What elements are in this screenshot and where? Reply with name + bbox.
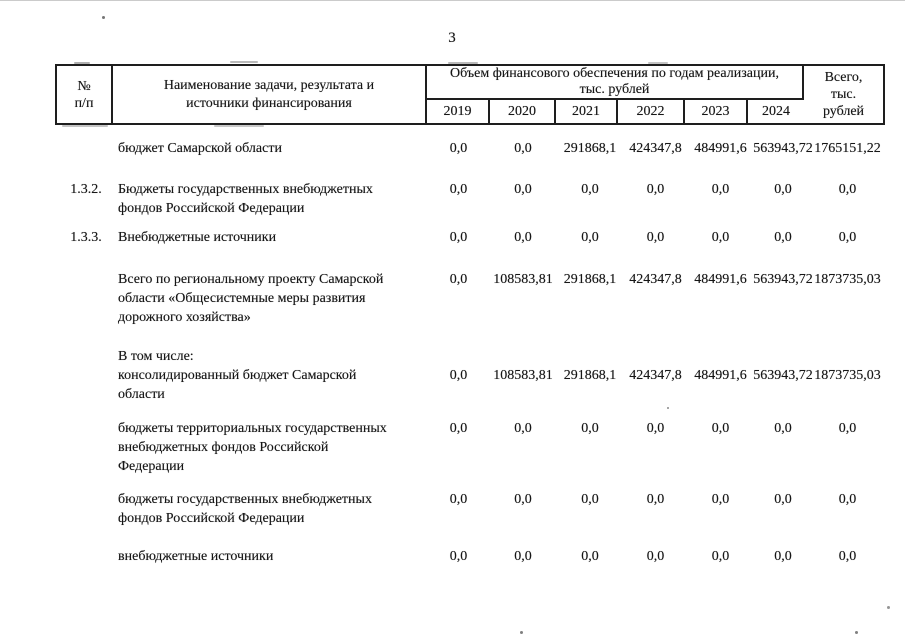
value-2024: 0,0: [774, 492, 792, 507]
scan-speck: [667, 407, 669, 409]
row-number: 1.3.2.: [70, 182, 102, 197]
value-2022: 0,0: [646, 182, 665, 197]
value-2024: 0,0: [774, 182, 792, 197]
row-name: бюджеты государственных внебюджетных фон…: [118, 492, 372, 526]
value-2020: 0,0: [514, 141, 532, 156]
value-2022: 424347,8: [629, 141, 682, 156]
value-2023: 0,0: [711, 182, 730, 197]
row-name: бюджет Самарской области: [118, 141, 282, 156]
row-name: внебюджетные источники: [118, 549, 274, 564]
value-2021: 291868,1: [563, 368, 617, 383]
value-2023: 484991,6: [694, 368, 747, 383]
value-2021: 291868,1: [563, 141, 617, 156]
value-2023: 0,0: [711, 421, 730, 436]
value-2019: 0,0: [449, 549, 468, 564]
header-cell-funding-by-year: Объем финансового обеспечения по годам р…: [427, 66, 804, 100]
row-name: Бюджеты государственных внебюджетных фон…: [118, 182, 373, 216]
scan-speck: [855, 631, 858, 634]
value-total: 1765151,22: [814, 141, 881, 156]
value-2020: 108583,81: [493, 272, 553, 287]
value-2019: 0,0: [449, 272, 468, 287]
value-2023: 484991,6: [694, 141, 747, 156]
value-2020: 0,0: [514, 549, 532, 564]
row-name: Всего по региональному проекту Самарской…: [118, 272, 384, 325]
value-2022: 424347,8: [629, 272, 682, 287]
scan-smudge: [62, 125, 108, 127]
value-2020: 0,0: [514, 492, 532, 507]
value-2023: 0,0: [711, 492, 730, 507]
value-total: 1873735,03: [814, 272, 881, 287]
row-name: В том числе: консолидированный бюджет Са…: [118, 349, 357, 402]
value-2021: 0,0: [581, 492, 599, 507]
scan-speck: [887, 606, 890, 609]
value-2020: 0,0: [514, 182, 532, 197]
row-number: 1.3.3.: [70, 230, 102, 245]
value-2022: 424347,8: [629, 368, 682, 383]
value-2021: 0,0: [581, 230, 599, 245]
value-total: 1873735,03: [814, 368, 881, 383]
value-2019: 0,0: [449, 182, 468, 197]
value-total: 0,0: [838, 230, 857, 245]
value-2019: 0,0: [449, 368, 468, 383]
value-2023: 0,0: [711, 549, 730, 564]
header-year-2022: 2022: [618, 100, 685, 123]
scan-smudge: [648, 62, 668, 64]
value-2021: 0,0: [581, 182, 599, 197]
value-2022: 0,0: [646, 230, 665, 245]
value-2024: 0,0: [774, 230, 792, 245]
value-total: 0,0: [838, 182, 857, 197]
value-total: 0,0: [838, 549, 857, 564]
header-year-2020: 2020: [490, 100, 556, 123]
value-2023: 0,0: [711, 230, 730, 245]
value-2020: 108583,81: [493, 368, 553, 383]
value-2021: 291868,1: [563, 272, 617, 287]
header-year-2021: 2021: [556, 100, 618, 123]
value-2023: 484991,6: [694, 272, 747, 287]
value-2024: 563943,72: [753, 368, 813, 383]
value-2021: 0,0: [581, 549, 599, 564]
value-2024: 563943,72: [753, 272, 813, 287]
header-year-2019: 2019: [427, 100, 490, 123]
header-cell-number: № п/п: [57, 66, 113, 123]
page-number: 3: [448, 30, 456, 46]
header-cell-task-name: Наименование задачи, результата и источн…: [113, 66, 427, 123]
row-name: бюджеты территориальных государственных …: [118, 421, 387, 474]
scan-speck: [520, 631, 523, 634]
value-2022: 0,0: [646, 549, 665, 564]
value-total: 0,0: [838, 492, 857, 507]
scan-smudge: [214, 125, 264, 127]
value-2019: 0,0: [449, 230, 468, 245]
value-2024: 0,0: [774, 421, 792, 436]
scan-smudge: [448, 62, 478, 64]
value-2019: 0,0: [449, 141, 468, 156]
value-total: 0,0: [838, 421, 857, 436]
value-2022: 0,0: [646, 421, 665, 436]
header-year-2023: 2023: [685, 100, 748, 123]
value-2024: 563943,72: [753, 141, 813, 156]
row-name: Внебюджетные источники: [118, 230, 277, 245]
value-2020: 0,0: [514, 421, 532, 436]
value-2022: 0,0: [646, 492, 665, 507]
value-2019: 0,0: [449, 492, 468, 507]
header-cell-total: Всего, тыс. рублей: [822, 70, 865, 119]
scan-speck: [102, 16, 105, 19]
value-2020: 0,0: [514, 230, 532, 245]
value-2024: 0,0: [774, 549, 792, 564]
scan-smudge: [74, 62, 90, 64]
header-year-2024: 2024: [762, 103, 790, 119]
scan-smudge: [230, 61, 258, 63]
value-2021: 0,0: [581, 421, 599, 436]
scan-edge-artifact: [0, 0, 905, 1]
table-header: № п/п Наименование задачи, результата и …: [55, 64, 885, 125]
value-2019: 0,0: [449, 421, 468, 436]
